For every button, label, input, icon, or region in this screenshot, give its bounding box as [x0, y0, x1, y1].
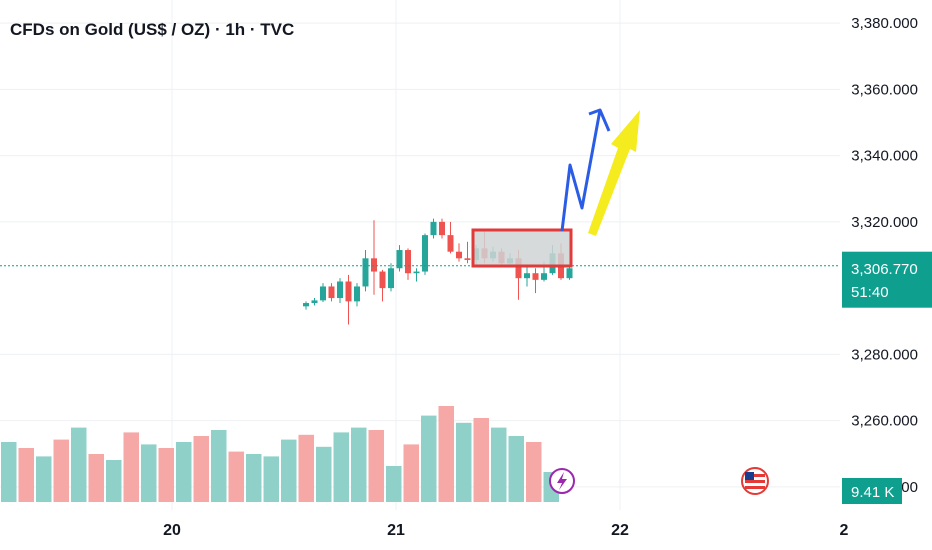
candle-body: [311, 300, 318, 304]
blue-arrow-head: [588, 108, 611, 132]
volume-bar: [176, 442, 192, 502]
candle-body: [379, 271, 386, 289]
candle-body: [439, 221, 445, 236]
candle-body: [371, 258, 377, 272]
volume-bar: [263, 456, 279, 502]
candle-body: [541, 273, 547, 280]
volume-bar: [456, 422, 472, 502]
candle-body: [532, 273, 539, 280]
candle-body: [524, 273, 530, 279]
candle-body: [303, 303, 309, 307]
volume-bar: [281, 439, 297, 502]
candle-body: [430, 221, 437, 236]
chart-title: CFDs on Gold (US$ / OZ) · 1h · TVC: [10, 20, 294, 39]
candle-body: [362, 258, 369, 287]
consolidation-zone: [471, 228, 573, 268]
volume-bar: [438, 406, 454, 502]
volume-bar: [386, 466, 402, 502]
volume-bar: [1, 442, 17, 502]
overlay-layer: [0, 108, 840, 495]
volume-bar: [158, 448, 174, 502]
blue-projection-arrow: [560, 109, 602, 232]
volume-bar: [473, 418, 489, 502]
y-tick-label: 3,320.000: [851, 214, 918, 231]
candle-body: [354, 286, 360, 302]
x-tick-label: 20: [163, 522, 181, 539]
y-tick-label: 3,380.000: [851, 15, 918, 32]
y-tick-label: 3,260.000: [851, 413, 918, 430]
x-tick-label: 22: [611, 522, 629, 539]
candle-body: [447, 235, 454, 252]
candle-body: [337, 281, 343, 299]
last-price-tag: 3,306.770 51:40: [842, 251, 932, 308]
candle-body: [422, 235, 428, 272]
y-tick-label: 3,340.000: [851, 148, 918, 165]
volume-bar: [526, 442, 542, 502]
last-price-label: 3,306.770: [851, 261, 918, 278]
volume-bar: [421, 415, 437, 502]
volume-label: 9.41 K: [851, 484, 894, 501]
volume-bar: [333, 432, 349, 502]
us-flag-event-icon[interactable]: [741, 467, 769, 495]
candle-body: [515, 258, 522, 279]
x-tick-label: 2: [840, 522, 849, 539]
volume-bar: [193, 436, 209, 502]
candle-body: [320, 286, 326, 301]
volume-bar: [403, 444, 419, 502]
volume-bar: [316, 446, 332, 502]
volume-bar: [53, 439, 69, 502]
y-tick-label: 3,280.000: [851, 346, 918, 363]
volume-bar: [368, 430, 384, 502]
volume-bar: [123, 432, 139, 502]
candle-body: [405, 250, 411, 274]
candle-body: [328, 286, 335, 299]
volume-bar: [298, 434, 314, 502]
volume-bar: [88, 454, 104, 502]
grid-layer: [0, 0, 840, 510]
volume-bar: [141, 444, 157, 502]
candle-body: [566, 268, 573, 279]
volume-bar: [246, 454, 262, 502]
candle-body: [388, 268, 394, 289]
volume-tag: 9.41 K: [842, 478, 902, 504]
countdown-label: 51:40: [851, 284, 889, 301]
candle-body: [413, 271, 420, 274]
volume-bar: [491, 427, 507, 502]
y-tick-label: 3,360.000: [851, 81, 918, 98]
volume-bar: [508, 436, 524, 502]
volume-bar: [71, 427, 87, 502]
lightning-event-icon[interactable]: [549, 468, 575, 494]
candle-body: [456, 251, 462, 259]
volume-bar: [351, 427, 367, 502]
volume-bar: [18, 448, 34, 502]
volume-bar: [106, 460, 122, 502]
volume-bar: [211, 430, 227, 502]
x-tick-label: 21: [387, 522, 405, 539]
volume-bar: [228, 451, 244, 502]
volume-bar: [36, 456, 52, 502]
candle-body: [396, 250, 403, 269]
candle-body: [464, 258, 471, 260]
yellow-bullish-arrow: [588, 110, 640, 236]
candle-body: [345, 281, 352, 302]
volume-layer: [1, 406, 559, 502]
